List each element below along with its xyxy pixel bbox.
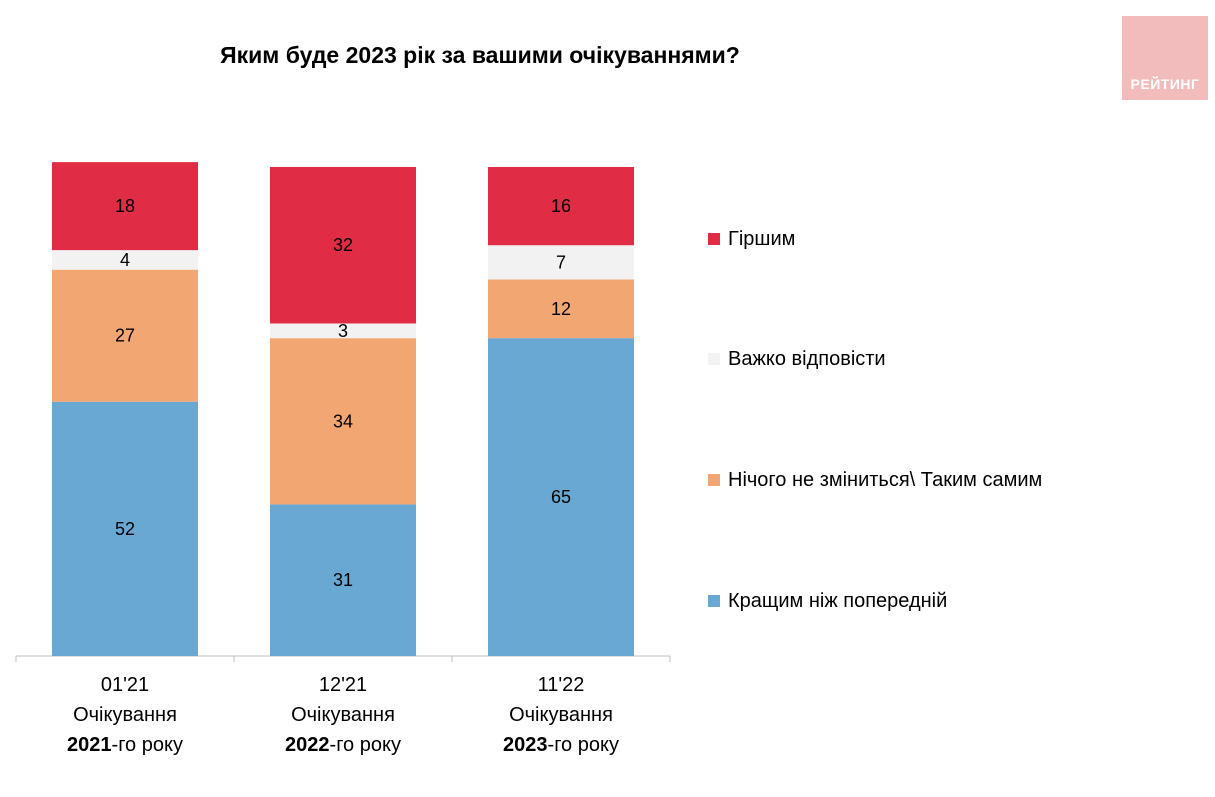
x-tick-caption: Очікування — [73, 704, 177, 726]
x-tick-year-line: 2022-го року — [243, 730, 443, 760]
data-label-worse: 32 — [333, 235, 353, 255]
x-tick-year-line: 2023-го року — [461, 730, 661, 760]
x-tick-year-suffix: -го року — [547, 734, 619, 756]
bar-segment-hard_to_say — [52, 250, 198, 270]
bar-segment-hard_to_say — [270, 323, 416, 339]
x-tick-year-suffix: -го року — [329, 734, 401, 756]
bar-segment-better — [488, 338, 634, 656]
bar-segment-worse — [270, 167, 416, 324]
x-tick-period: 11'22 — [537, 674, 585, 696]
data-label-same: 27 — [115, 326, 135, 346]
x-tick-label: 12'21 Очікування 2022-го року — [243, 670, 443, 760]
legend-item-better: Кращим ніж попередній — [708, 588, 947, 614]
logo: РЕЙТИНГ — [1122, 16, 1208, 100]
legend-label: Гіршим — [728, 227, 796, 250]
x-tick-label: 01'21 Очікування 2021-го року — [25, 670, 225, 760]
data-label-better: 31 — [333, 570, 353, 590]
bar-segment-same — [52, 269, 198, 402]
x-tick-period: 12'21 — [318, 674, 368, 696]
x-tick-period: 01'21 — [100, 674, 150, 696]
legend-label: Важко відповісти — [728, 347, 886, 370]
data-label-hard_to_say: 4 — [120, 250, 130, 270]
x-tick-year: 2023 — [503, 734, 548, 756]
legend-item-worse: Гіршим — [708, 226, 795, 252]
x-tick-caption: Очікування — [509, 704, 613, 726]
legend-label: Кращим ніж попередній — [728, 589, 948, 612]
x-tick-caption: Очікування — [291, 704, 395, 726]
x-tick-year: 2022 — [285, 734, 330, 756]
data-label-better: 52 — [115, 519, 135, 539]
logo-text: РЕЙТИНГ — [1130, 76, 1200, 92]
chart-title: Яким буде 2023 рік за вашими очікуванням… — [220, 42, 740, 68]
x-tick-year-suffix: -го року — [111, 734, 183, 756]
bar-segment-same — [270, 338, 416, 505]
legend-swatch — [708, 474, 720, 486]
x-tick-year: 2021 — [67, 734, 112, 756]
stacked-bar-chart: 52 27 4 18 31 34 3 32 65 12 7 16 — [15, 162, 671, 662]
legend-swatch — [708, 595, 720, 607]
data-label-same: 12 — [551, 299, 571, 319]
data-label-better: 65 — [551, 487, 571, 507]
x-tick-year-line: 2021-го року — [25, 730, 225, 760]
legend-swatch — [708, 233, 720, 245]
data-label-hard_to_say: 3 — [338, 321, 348, 341]
bar-segment-worse — [488, 167, 634, 246]
data-label-hard_to_say: 7 — [556, 252, 566, 272]
data-label-worse: 18 — [115, 196, 135, 216]
legend-item-same: Нічого не зміниться\ Таким самим — [708, 467, 1042, 493]
x-tick-label: 11'22 Очікування 2023-го року — [461, 670, 661, 760]
legend-swatch — [708, 353, 720, 365]
bar-segment-better — [270, 504, 416, 656]
legend-item-hard_to_say: Важко відповісти — [708, 346, 886, 372]
bar-segment-hard_to_say — [488, 245, 634, 280]
data-label-same: 34 — [333, 411, 353, 431]
data-label-worse: 16 — [551, 196, 571, 216]
legend-label: Нічого не зміниться\ Таким самим — [728, 468, 1043, 491]
bar-segment-worse — [52, 162, 198, 251]
bar-segment-better — [52, 401, 198, 656]
bar-segment-same — [488, 279, 634, 339]
